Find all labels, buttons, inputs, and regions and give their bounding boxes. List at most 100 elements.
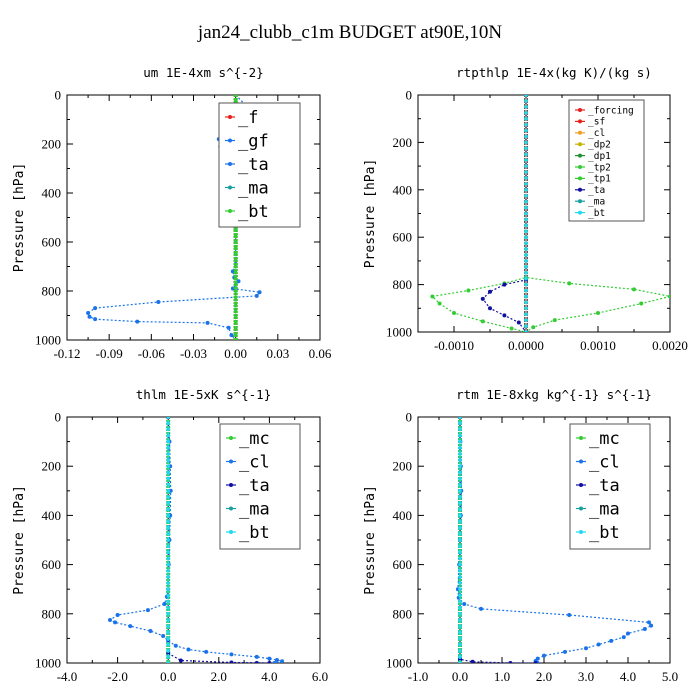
series-point xyxy=(166,538,170,542)
legend-label: _cl xyxy=(589,452,620,472)
y-tick-label: 0 xyxy=(55,410,62,425)
legend-marker xyxy=(229,506,233,511)
series-point xyxy=(462,601,467,606)
series-point xyxy=(166,636,170,641)
legend-label: _bt xyxy=(239,523,270,543)
series-point xyxy=(584,646,588,651)
legend: _mc _cl _ta _ma _bt xyxy=(569,423,651,550)
series-ta xyxy=(458,417,538,663)
series-point xyxy=(87,314,92,319)
series-point xyxy=(148,629,153,634)
x-tick-label: 0.03 xyxy=(266,346,289,361)
legend-marker xyxy=(579,530,583,534)
legend-marker xyxy=(579,506,583,511)
series-point xyxy=(524,188,528,192)
series-point xyxy=(166,575,170,579)
legend-label: _ta xyxy=(589,476,620,496)
series-point xyxy=(524,223,528,228)
series-point xyxy=(596,311,600,316)
series-point xyxy=(524,235,528,239)
series-point xyxy=(166,544,170,548)
series-point xyxy=(458,427,462,432)
series-point xyxy=(233,95,238,97)
series-point xyxy=(458,439,462,444)
series-point xyxy=(458,532,462,536)
series-point xyxy=(135,319,140,324)
series-point xyxy=(166,618,170,622)
series-point xyxy=(458,452,462,456)
series-point xyxy=(458,421,462,425)
legend-label: _f xyxy=(238,108,258,128)
y-tick-label: 400 xyxy=(393,508,413,523)
y-axis-label: Pressure [hPa] xyxy=(363,485,378,595)
x-tick-label: 6.0 xyxy=(312,669,328,684)
x-tick-label: 5.0 xyxy=(662,669,678,684)
series-point xyxy=(254,654,259,659)
series-point xyxy=(639,301,644,306)
legend-marker xyxy=(578,153,582,158)
series-point xyxy=(166,433,170,438)
x-tick-label: 2.0 xyxy=(536,669,552,684)
series-point xyxy=(458,458,462,462)
series-point xyxy=(524,211,528,216)
series-point xyxy=(502,282,507,287)
series-point xyxy=(458,417,462,419)
legend-box xyxy=(569,423,651,550)
series-point xyxy=(166,648,170,653)
chart-panel-1: um 1E-4xm s^{-2} Pressure [hPa] 0 200 400 600… xyxy=(12,65,332,361)
series-point xyxy=(166,417,170,419)
x-tick-label: -0.03 xyxy=(180,346,207,361)
y-tick-label: 600 xyxy=(42,235,62,250)
y-axis-label: Pressure [hPa] xyxy=(363,159,378,269)
series-point xyxy=(458,642,462,647)
series-point xyxy=(524,140,528,145)
x-tick-label: 0.0 xyxy=(452,669,468,684)
y-axis-label: Pressure [hPa] xyxy=(12,163,27,273)
series-point xyxy=(524,95,528,97)
series-point xyxy=(108,617,113,622)
series-line xyxy=(482,95,527,332)
legend-label: _bt xyxy=(589,523,620,543)
y-tick-label: 200 xyxy=(42,459,62,474)
legend-label: _gf xyxy=(238,131,269,151)
legend: _forcing_sf_cl_dp2_dp1_tp2_tp1_ta_ma_bt xyxy=(568,99,645,222)
series-point xyxy=(668,294,670,299)
series-point xyxy=(178,658,183,663)
series-point xyxy=(458,433,462,438)
series-point xyxy=(166,464,170,469)
series-point xyxy=(516,320,521,325)
x-tick-label: -0.09 xyxy=(96,346,123,361)
series-point xyxy=(524,300,528,305)
series-point xyxy=(524,282,528,287)
legend-label: _tp1 xyxy=(588,174,611,185)
series-point xyxy=(437,301,442,306)
series-point xyxy=(642,627,647,632)
legend-marker xyxy=(229,483,233,487)
series-point xyxy=(458,624,462,628)
series-point xyxy=(470,659,475,663)
series-point xyxy=(649,623,654,628)
series-point xyxy=(115,613,120,618)
series-point xyxy=(596,642,601,647)
series-ta xyxy=(480,95,528,332)
y-tick-label: 800 xyxy=(42,284,62,299)
series-point xyxy=(524,152,528,157)
series-point xyxy=(524,276,528,281)
panel-title: rtm 1E-8xkg kg^{-1} s^{-1} xyxy=(456,387,652,402)
series-point xyxy=(233,270,238,275)
legend-marker xyxy=(579,436,583,440)
legend-marker xyxy=(578,165,582,169)
series-point xyxy=(524,193,528,198)
series-point xyxy=(233,325,238,330)
series-point xyxy=(166,605,170,610)
series-point xyxy=(458,593,462,598)
legend-marker xyxy=(578,210,582,215)
series-point xyxy=(166,587,170,591)
figure-title: jan24_clubb_c1m BUDGET at90E,10N xyxy=(197,22,502,43)
series-point xyxy=(274,658,279,663)
series-point xyxy=(233,99,238,103)
series-point xyxy=(524,247,528,251)
series-bt xyxy=(458,417,462,663)
x-tick-label: 0.0020 xyxy=(652,338,688,353)
